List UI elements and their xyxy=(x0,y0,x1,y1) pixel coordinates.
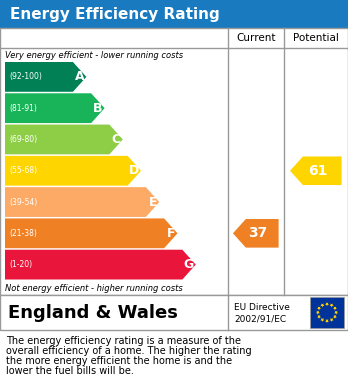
Polygon shape xyxy=(316,311,320,315)
Text: Potential: Potential xyxy=(293,33,339,43)
Polygon shape xyxy=(5,219,177,248)
Polygon shape xyxy=(5,93,105,123)
Text: (39-54): (39-54) xyxy=(9,197,37,206)
Text: (21-38): (21-38) xyxy=(9,229,37,238)
Text: overall efficiency of a home. The higher the rating: overall efficiency of a home. The higher… xyxy=(6,346,252,356)
Polygon shape xyxy=(320,303,324,307)
Polygon shape xyxy=(325,302,329,306)
Text: (1-20): (1-20) xyxy=(9,260,32,269)
Text: the more energy efficient the home is and the: the more energy efficient the home is an… xyxy=(6,356,232,366)
Text: A: A xyxy=(75,70,84,83)
Polygon shape xyxy=(5,156,141,186)
Polygon shape xyxy=(5,62,86,92)
Bar xyxy=(0,0,348,28)
Text: B: B xyxy=(93,102,103,115)
Polygon shape xyxy=(333,307,337,310)
Text: 2002/91/EC: 2002/91/EC xyxy=(234,315,286,324)
Text: EU Directive: EU Directive xyxy=(234,303,290,312)
Polygon shape xyxy=(334,311,338,315)
Text: 61: 61 xyxy=(308,164,327,178)
Text: F: F xyxy=(167,227,175,240)
Polygon shape xyxy=(233,219,279,248)
Polygon shape xyxy=(5,125,123,154)
Polygon shape xyxy=(317,307,321,310)
Text: (69-80): (69-80) xyxy=(9,135,37,144)
Polygon shape xyxy=(320,318,324,322)
Polygon shape xyxy=(5,187,159,217)
Polygon shape xyxy=(330,303,334,307)
Text: The energy efficiency rating is a measure of the: The energy efficiency rating is a measur… xyxy=(6,336,241,346)
Bar xyxy=(310,297,344,328)
Text: Energy Efficiency Rating: Energy Efficiency Rating xyxy=(10,7,220,22)
Polygon shape xyxy=(290,156,342,185)
Text: C: C xyxy=(112,133,121,146)
Text: (55-68): (55-68) xyxy=(9,166,37,175)
Polygon shape xyxy=(333,315,337,319)
Polygon shape xyxy=(5,250,196,280)
Polygon shape xyxy=(330,318,334,322)
Text: lower the fuel bills will be.: lower the fuel bills will be. xyxy=(6,366,134,376)
Text: G: G xyxy=(183,258,194,271)
Bar xyxy=(0,295,348,330)
Polygon shape xyxy=(317,315,321,319)
Text: E: E xyxy=(149,196,157,208)
Text: D: D xyxy=(129,164,139,177)
Bar xyxy=(0,28,348,295)
Text: (92-100): (92-100) xyxy=(9,72,42,81)
Polygon shape xyxy=(325,319,329,323)
Text: Not energy efficient - higher running costs: Not energy efficient - higher running co… xyxy=(5,284,183,293)
Text: 37: 37 xyxy=(248,226,267,240)
Text: (81-91): (81-91) xyxy=(9,104,37,113)
Text: Very energy efficient - lower running costs: Very energy efficient - lower running co… xyxy=(5,51,183,60)
Text: Current: Current xyxy=(236,33,276,43)
Text: England & Wales: England & Wales xyxy=(8,303,178,321)
